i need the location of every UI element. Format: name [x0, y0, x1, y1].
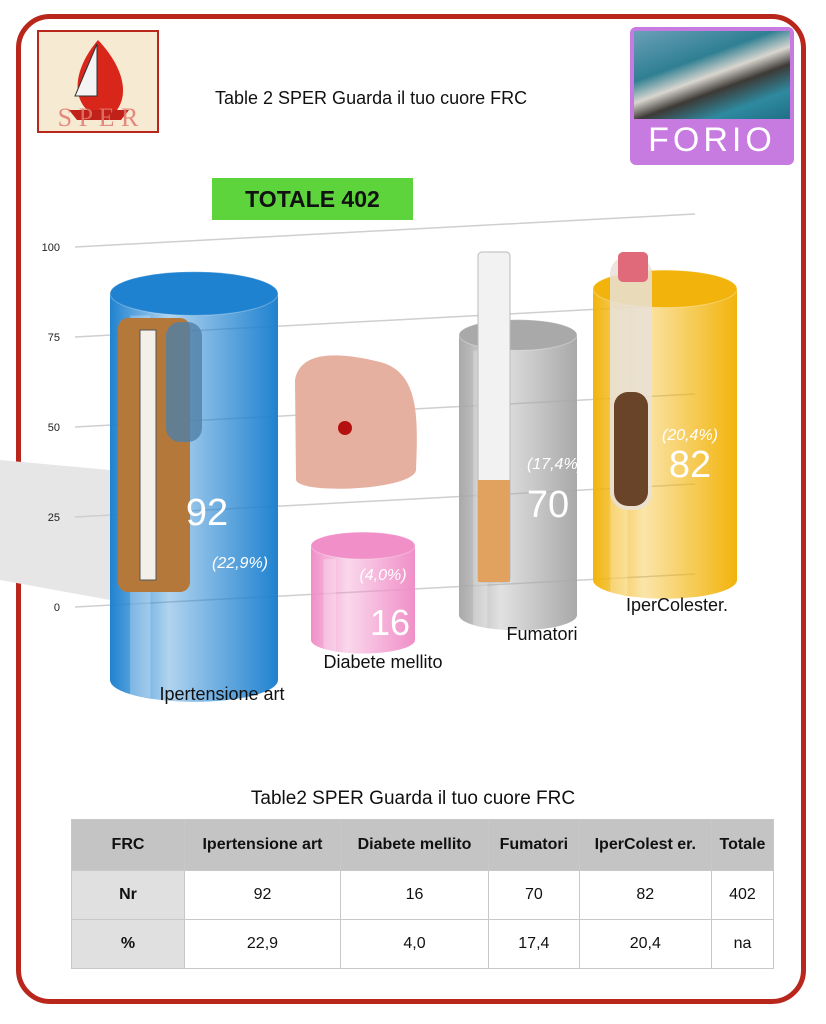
percent-label: (4,0%)	[359, 567, 406, 584]
forio-label: FORIO	[648, 121, 776, 159]
table-cell: 402	[710, 870, 775, 920]
bar-top	[458, 319, 578, 351]
table-cell: 4,0	[339, 919, 490, 969]
forio-badge: FORIO	[630, 27, 794, 165]
bar-diabete-mellito	[310, 531, 416, 654]
table-cell: 70	[488, 870, 580, 920]
bar-top	[109, 271, 279, 316]
forio-photo	[634, 31, 790, 119]
table-cell: 17,4	[488, 919, 580, 969]
category-label: Ipertensione art	[159, 684, 284, 704]
y-tick-label: 75	[48, 332, 60, 344]
blood-drop-icon	[338, 421, 352, 435]
sper-logo: S P E R	[37, 30, 159, 133]
category-label: IperColester.	[626, 595, 728, 615]
bar-top	[310, 531, 416, 560]
page-title: Table 2 SPER Guarda il tuo cuore FRC	[215, 88, 528, 108]
table-row: % 22,9 4,0 17,4 20,4 na	[71, 919, 775, 969]
y-tick-label: 25	[48, 512, 60, 524]
table-header: FRC	[71, 819, 185, 871]
table-cell: 22,9	[184, 919, 341, 969]
table-cell: %	[71, 919, 185, 969]
table-cell: Nr	[71, 870, 185, 920]
y-tick-label: 100	[42, 242, 60, 254]
category-label: Diabete mellito	[323, 652, 442, 672]
y-tick-label: 0	[54, 602, 60, 614]
manometer-scale	[166, 322, 202, 442]
table-header-row: FRC Ipertensione art Diabete mellito Fum…	[71, 819, 775, 871]
test-tube-blood	[614, 392, 648, 506]
table-cell: na	[710, 919, 775, 969]
cylinder-chart: 0 25 50 75 100 92 (22,9%) Ipertensione art 16 (4,…	[0, 213, 738, 704]
cigarette-filter	[478, 480, 510, 582]
finger-icon	[295, 355, 417, 489]
value-label: 82	[669, 444, 711, 486]
gridline	[74, 213, 696, 248]
test-tube-cap	[618, 252, 648, 282]
category-label: Fumatori	[506, 624, 577, 644]
table-title: Table2 SPER Guarda il tuo cuore FRC	[250, 788, 576, 809]
total-badge: TOTALE 402	[212, 178, 413, 220]
table-cell: 92	[184, 870, 341, 920]
table-cell: 16	[339, 870, 490, 920]
data-table: FRC Ipertensione art Diabete mellito Fum…	[71, 819, 775, 969]
percent-label: (20,4%)	[662, 427, 718, 444]
table-header: Ipertensione art	[184, 819, 341, 871]
table-row: Nr 92 16 70 82 402	[71, 870, 775, 920]
value-label: 16	[370, 602, 410, 643]
table-header: Diabete mellito	[339, 819, 490, 871]
table-cell: 82	[578, 870, 712, 920]
value-label: 70	[527, 484, 569, 526]
svg-text:S P E R: S P E R	[58, 103, 139, 131]
percent-label: (17,4%)	[527, 456, 583, 473]
percent-label: (22,9%)	[212, 555, 268, 572]
bar-body	[311, 545, 415, 654]
table-header: IperColest er.	[578, 819, 712, 871]
y-tick-label: 50	[48, 422, 60, 434]
table-header: Fumatori	[488, 819, 580, 871]
table-cell: 20,4	[578, 919, 712, 969]
value-label: 92	[186, 492, 228, 534]
bar-fumatori	[458, 319, 578, 631]
table-header: Totale	[710, 819, 775, 871]
bar-shadow	[0, 460, 110, 600]
sphygmomanometer-tube	[139, 329, 157, 581]
